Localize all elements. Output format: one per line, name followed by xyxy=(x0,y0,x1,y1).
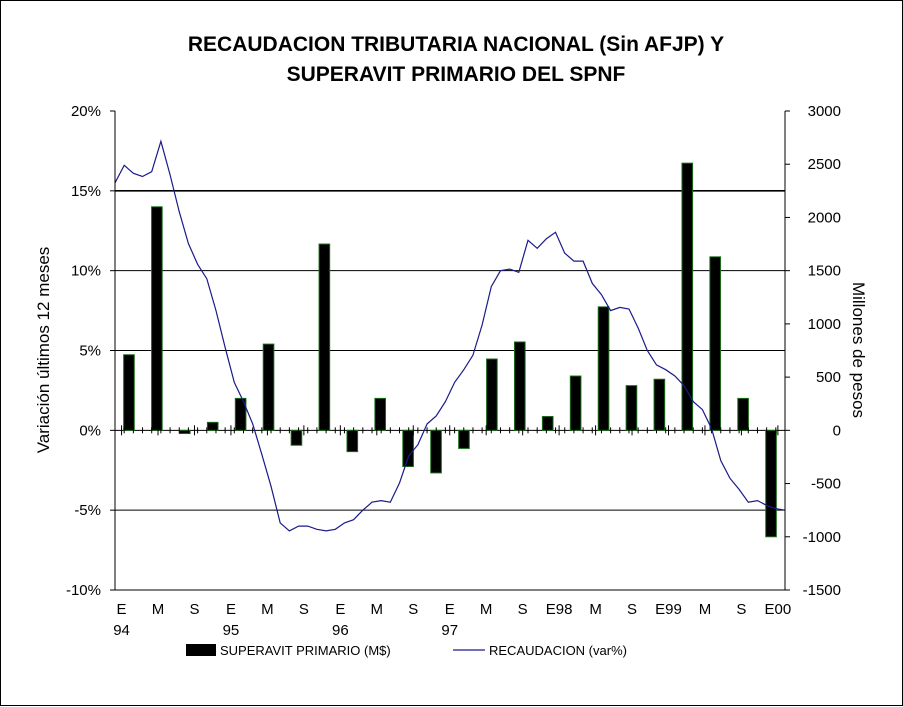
x-tick-label: M xyxy=(699,601,712,618)
left-tick-label: 5% xyxy=(79,343,101,360)
bar xyxy=(569,375,582,431)
x-tick-label: M xyxy=(589,601,602,618)
right-tick-label: 500 xyxy=(816,369,841,386)
left-tick-label: 15% xyxy=(71,183,101,200)
legend-label-bar: SUPERAVIT PRIMARIO (M$) xyxy=(220,643,391,658)
bar xyxy=(709,256,722,431)
left-tick-label: 20% xyxy=(71,103,101,120)
right-tick-label: -1000 xyxy=(803,529,841,546)
gridlines xyxy=(115,190,785,511)
left-axis-label: Variación últimos 12 meses xyxy=(34,247,53,454)
bar xyxy=(234,397,247,431)
bar xyxy=(374,397,387,431)
bar xyxy=(346,429,359,453)
x-tick-label: E00 xyxy=(765,601,792,618)
x-tick-label: E99 xyxy=(655,601,682,618)
x-tick-year-label: 96 xyxy=(332,622,349,639)
right-tick-label: 1000 xyxy=(808,316,841,333)
x-axis-ticks: E 94 M S E 95 M S E 96 M S E 97 M S E98 M S E99 M S E00 xyxy=(113,425,791,639)
x-tick-label: M xyxy=(371,601,384,618)
legend: SUPERAVIT PRIMARIO (M$) RECAUDACION (var… xyxy=(186,643,627,658)
right-tick-label: 2000 xyxy=(808,209,841,226)
legend-label-line: RECAUDACION (var%) xyxy=(489,643,627,658)
x-tick-label: E98 xyxy=(546,601,573,618)
x-tick-year-label: 95 xyxy=(223,622,240,639)
bar-series xyxy=(123,162,777,538)
bar xyxy=(151,206,163,431)
x-tick-year-label: 97 xyxy=(441,622,458,639)
bar xyxy=(681,162,694,431)
x-tick-label: S xyxy=(518,601,528,618)
bar xyxy=(597,306,610,431)
bar xyxy=(653,378,666,431)
right-tick-label: 0 xyxy=(833,422,841,439)
bar xyxy=(262,343,275,431)
bar xyxy=(737,397,749,431)
x-tick-label: E xyxy=(226,601,236,618)
recaudacion-line xyxy=(114,139,786,532)
left-tick-label: -5% xyxy=(74,502,101,519)
bar xyxy=(318,243,331,431)
x-tick-label: M xyxy=(261,601,274,618)
line-series xyxy=(114,139,786,532)
right-tick-label: 1500 xyxy=(808,263,841,280)
right-axis-label: Millones de pesos xyxy=(849,282,868,418)
left-axis-ticks: -10% -5% 0% 5% 10% 15% 20% xyxy=(66,103,115,599)
bar xyxy=(765,429,777,538)
x-tick-label: M xyxy=(152,601,165,618)
x-tick-year-label: 94 xyxy=(113,622,130,639)
bar xyxy=(513,341,526,431)
x-tick-label: E xyxy=(445,601,455,618)
x-tick-label: S xyxy=(189,601,199,618)
right-tick-label: 3000 xyxy=(808,103,841,120)
chart-title-line-2: SUPERAVIT PRIMARIO DEL SPNF xyxy=(287,63,626,86)
x-tick-label: S xyxy=(299,601,309,618)
bar xyxy=(123,354,135,431)
x-tick-label: S xyxy=(736,601,746,618)
left-tick-label: 0% xyxy=(79,422,101,439)
bar xyxy=(206,421,219,431)
right-tick-label: -1500 xyxy=(803,582,841,599)
legend-swatch-bar xyxy=(186,644,216,656)
left-tick-label: -10% xyxy=(66,582,101,599)
x-tick-label: E xyxy=(117,601,127,618)
right-tick-label: 2500 xyxy=(808,156,841,173)
bar xyxy=(625,385,638,431)
x-tick-label: M xyxy=(480,601,493,618)
right-tick-label: -500 xyxy=(811,476,841,493)
bar xyxy=(402,429,414,468)
right-axis-ticks: -1500 -1000 -500 0 500 1000 1500 2000 2500 3000 xyxy=(785,103,841,599)
x-tick-label: E xyxy=(335,601,345,618)
bar xyxy=(430,429,442,474)
left-tick-label: 10% xyxy=(71,263,101,280)
chart-title-line-1: RECAUDACION TRIBUTARIA NACIONAL (Sin AFJ… xyxy=(188,33,724,56)
bar xyxy=(541,415,554,431)
bar xyxy=(290,429,303,446)
x-tick-label: S xyxy=(627,601,637,618)
x-tick-label: S xyxy=(408,601,418,618)
bar xyxy=(486,358,498,431)
